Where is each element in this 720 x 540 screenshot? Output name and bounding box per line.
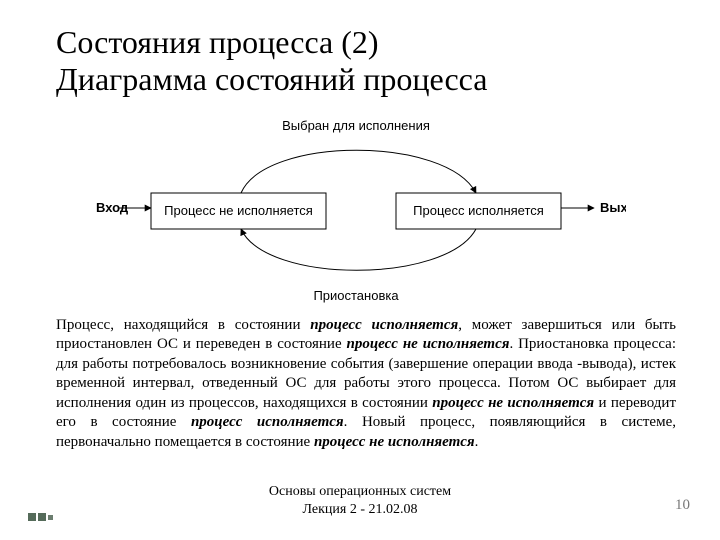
process-state-diagram: Вход Процесс не исполняется Процесс исполн… <box>66 108 626 308</box>
slide-footer: Основы операционных систем Лекция 2 - 21… <box>0 483 720 518</box>
label-top_label: Выбран для исполнения <box>282 118 430 133</box>
edge-box_running-box_not_running <box>241 229 476 270</box>
footer-line-1: Основы операционных систем <box>269 484 451 499</box>
label-entry_label: Вход <box>96 200 129 215</box>
diagram-svg: Вход Процесс не исполняется Процесс исполн… <box>66 108 626 308</box>
page-number: 10 <box>675 497 690 514</box>
body-paragraph: Процесс, находящийся в состоянии процесс… <box>56 316 676 453</box>
slide: Состояния процесса (2) Диаграмма состоян… <box>0 0 720 540</box>
label-bottom_label: Приостановка <box>313 288 399 303</box>
title-line-1: Состояния процесса (2) <box>56 24 379 60</box>
node-label-box_running: Процесс исполняется <box>413 203 544 218</box>
title-line-2: Диаграмма состояний процесса <box>56 61 487 97</box>
accent-decoration <box>28 508 68 518</box>
label-exit_label: Выход <box>600 200 626 215</box>
node-label-box_not_running: Процесс не исполняется <box>164 203 313 218</box>
footer-line-2: Лекция 2 - 21.02.08 <box>302 502 417 517</box>
slide-title: Состояния процесса (2) Диаграмма состоян… <box>56 24 680 98</box>
edge-box_not_running-box_running <box>241 150 476 193</box>
